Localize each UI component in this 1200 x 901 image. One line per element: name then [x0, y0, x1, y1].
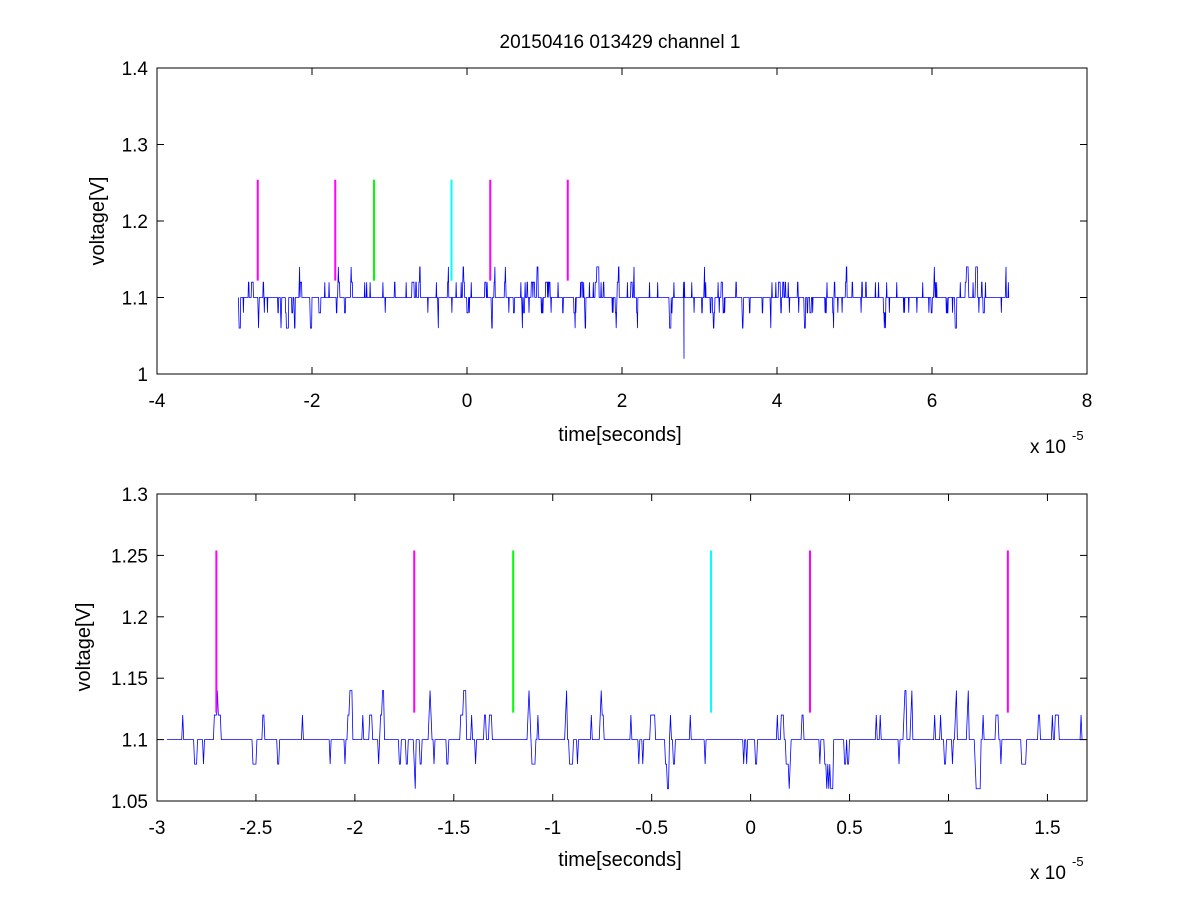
- y-tick-label: 1.1: [122, 731, 148, 752]
- y-tick-label: 1.15: [111, 669, 148, 690]
- x-tick-label: -1: [544, 818, 561, 839]
- x-tick-label: 1: [943, 818, 954, 839]
- bottom-x-ticks: -3 -2.5 -2 -1.5 -1 -0.5 0 0.5 1 1.5: [149, 494, 1061, 839]
- x-tick-label: -1.5: [437, 818, 470, 839]
- x-tick-label: -2: [346, 818, 363, 839]
- bottom-y-ticks: 1.05 1.1 1.15 1.2 1.25 1.3: [111, 485, 1087, 813]
- x-tick-label: 0: [745, 818, 756, 839]
- x-tick-label: -2: [304, 391, 321, 412]
- x-tick-label: 1.5: [1034, 818, 1060, 839]
- x-tick-label: -0.5: [635, 818, 668, 839]
- bottom-x-axis-label: time[seconds]: [558, 849, 681, 871]
- x-tick-label: 8: [1082, 391, 1093, 412]
- top-x-ticks: -4 -2 0 2 4 6 8: [149, 68, 1093, 412]
- x-tick-label: 4: [772, 391, 783, 412]
- y-tick-label: 1.3: [122, 136, 148, 157]
- y-tick-label: 1.2: [122, 212, 148, 233]
- x-tick-label: -2.5: [240, 818, 273, 839]
- top-signal-trace: [237, 266, 1010, 359]
- bottom-subplot: -3 -2.5 -2 -1.5 -1 -0.5 0 0.5 1 1.5 1.051.11.151.…: [73, 485, 1088, 884]
- bottom-x-multiplier-exponent: -5: [1072, 854, 1084, 869]
- signal-line: [237, 266, 1010, 359]
- x-tick-label: 0.5: [836, 818, 862, 839]
- bottom-event-markers: [215, 550, 1009, 713]
- y-tick-label: 1.2: [122, 608, 148, 629]
- top-plot-frame: [156, 67, 1088, 375]
- top-x-axis-label: time[seconds]: [558, 424, 681, 446]
- top-x-multiplier-exponent: -5: [1072, 428, 1084, 443]
- top-subplot: 20150416 013429 channel 1 -4 -2 0 2 4 6 8 1 1.1…: [87, 32, 1092, 458]
- y-tick-label: 1.3: [122, 485, 148, 506]
- y-tick-label: 1.4: [122, 59, 149, 80]
- chart-title: 20150416 013429 channel 1: [500, 32, 741, 53]
- top-y-axis-label: voltage[V]: [87, 177, 109, 266]
- bottom-y-axis-label: voltage[V]: [73, 603, 95, 692]
- top-event-markers: [256, 179, 569, 281]
- x-tick-label: 2: [617, 391, 628, 412]
- top-x-multiplier: x 10: [1030, 437, 1066, 458]
- bottom-x-multiplier: x 10: [1030, 863, 1066, 884]
- bottom-signal-trace: [166, 690, 1087, 790]
- x-tick-label: -4: [149, 391, 166, 412]
- y-tick-label: 1.25: [111, 546, 148, 567]
- y-tick-label: 1.05: [111, 792, 148, 813]
- signal-line: [166, 690, 1087, 790]
- x-tick-label: 0: [462, 391, 473, 412]
- x-tick-label: 6: [927, 391, 938, 412]
- y-tick-label: 1: [137, 365, 148, 386]
- bottom-plot-frame: [156, 493, 1088, 802]
- x-tick-label: -3: [149, 818, 166, 839]
- y-tick-label: 1.1: [122, 289, 148, 310]
- top-y-ticks: 1 1.1 1.2 1.3 1.4: [122, 59, 1087, 386]
